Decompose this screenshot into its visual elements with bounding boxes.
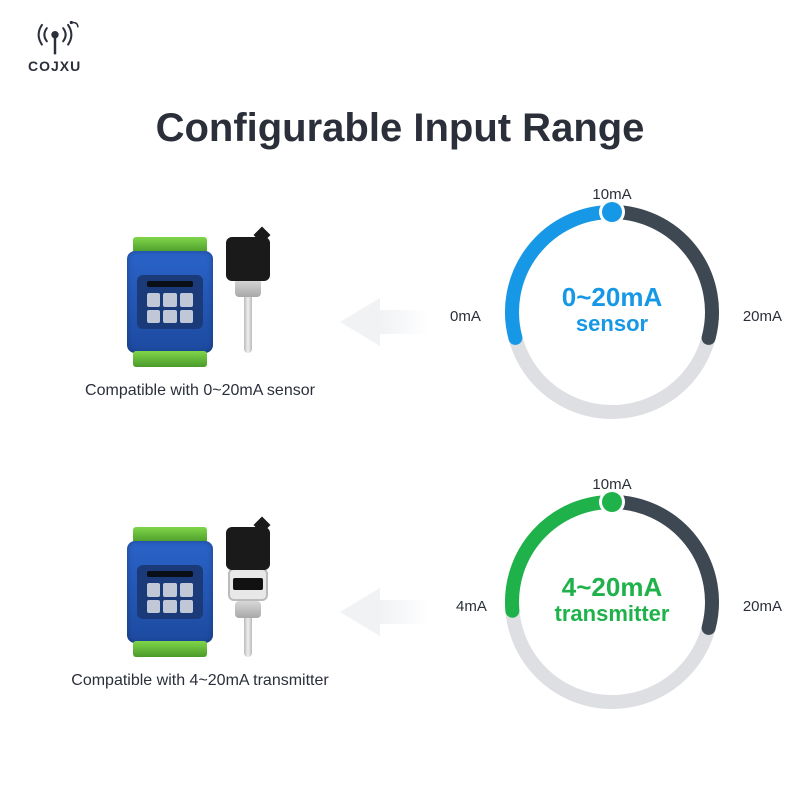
row-sensor: Compatible with 0~20mA sensor 10mA 0mA 2… bbox=[0, 180, 800, 450]
row-transmitter: Compatible with 4~20mA transmitter 10mA … bbox=[0, 470, 800, 740]
gauge-sub-text: transmitter bbox=[472, 601, 752, 627]
sensor-probe-icon bbox=[223, 237, 273, 367]
transmitter-probe-icon bbox=[223, 527, 273, 657]
device-block-transmitter: Compatible with 4~20mA transmitter bbox=[70, 522, 330, 690]
brand-text: COJXU bbox=[28, 58, 81, 74]
caption-sensor: Compatible with 0~20mA sensor bbox=[70, 382, 330, 400]
gauge-transmitter: 10mA 4mA 20mA 4~20mA transmitter bbox=[472, 478, 752, 738]
brand-logo: COJXU bbox=[28, 20, 81, 74]
io-module-icon bbox=[127, 237, 213, 367]
gauge-top-label: 10mA bbox=[472, 186, 752, 203]
gauge-top-label: 10mA bbox=[472, 476, 752, 493]
arrow-left-icon bbox=[340, 588, 380, 636]
arrow-left-icon bbox=[340, 298, 380, 346]
gauge-range-text: 4~20mA bbox=[472, 572, 752, 603]
io-module-icon bbox=[127, 527, 213, 657]
gauge-sub-text: sensor bbox=[472, 311, 752, 337]
antenna-icon bbox=[30, 20, 80, 56]
caption-transmitter: Compatible with 4~20mA transmitter bbox=[70, 672, 330, 690]
gauge-sensor: 10mA 0mA 20mA 0~20mA sensor bbox=[472, 188, 752, 448]
page-title: Configurable Input Range bbox=[0, 106, 800, 151]
device-block-sensor: Compatible with 0~20mA sensor bbox=[70, 232, 330, 400]
gauge-range-text: 0~20mA bbox=[472, 282, 752, 313]
